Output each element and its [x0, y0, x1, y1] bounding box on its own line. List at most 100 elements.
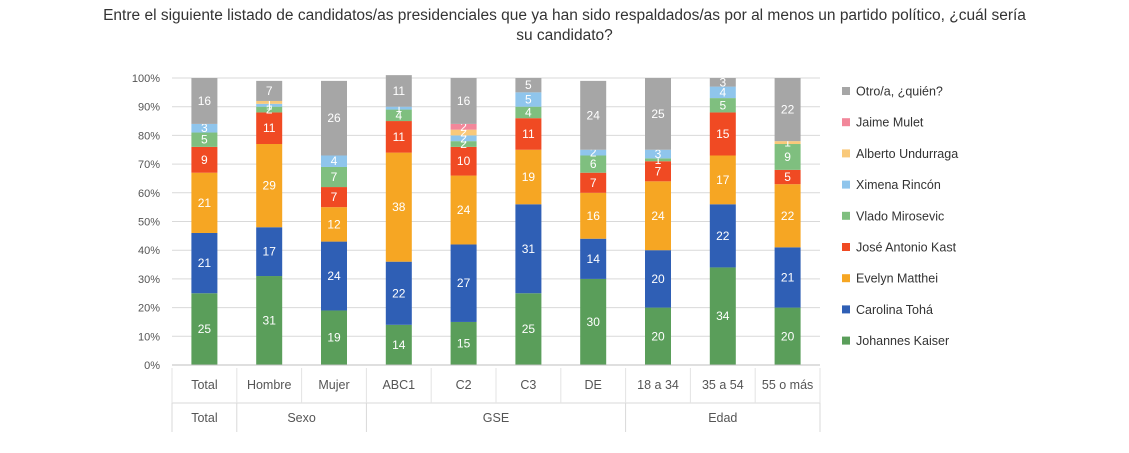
data-label: 9 — [201, 153, 208, 167]
data-label: 31 — [263, 314, 277, 328]
data-label: 7 — [331, 170, 338, 184]
bar-segment — [256, 103, 283, 107]
bar-segment — [580, 238, 607, 279]
data-label: 4 — [719, 85, 726, 99]
bar-segment — [774, 169, 801, 185]
group-label: Total — [191, 411, 217, 425]
data-label: 17 — [716, 173, 730, 187]
data-label: 21 — [198, 196, 212, 210]
data-label: 2 — [460, 126, 467, 140]
y-axis-ticks: 0% 10% 20% 30% 40% 50% 60% 70% 80% 90% 100% — [132, 73, 160, 372]
bar-segment — [385, 152, 412, 262]
bar-segment — [321, 241, 347, 311]
data-label: 7 — [331, 190, 338, 204]
bar-segment — [450, 135, 477, 142]
y-tick-label: 70% — [138, 159, 160, 171]
bar-segment — [256, 276, 283, 365]
bar-segment — [515, 118, 542, 150]
bar-segment — [385, 75, 412, 107]
legend-swatch — [842, 274, 850, 283]
data-label: 1 — [266, 95, 273, 109]
data-label: 11 — [393, 84, 406, 98]
data-label: 22 — [392, 286, 406, 300]
bar-segment — [191, 172, 218, 233]
bar-segment — [515, 149, 542, 205]
bar-segment — [321, 80, 347, 156]
bar-segment — [709, 112, 736, 156]
bar-segment — [580, 149, 607, 156]
data-label: 16 — [457, 94, 471, 108]
data-label: 24 — [457, 203, 471, 217]
data-label: 34 — [716, 309, 730, 323]
legend-label: Johannes Kaiser — [856, 334, 949, 348]
legend-label: Carolina Tohá — [856, 303, 933, 317]
bar-segment — [515, 78, 542, 93]
bar-segment — [645, 181, 671, 251]
bar-segment — [645, 158, 671, 162]
y-tick-label: 10% — [138, 331, 160, 343]
data-label: 7 — [266, 84, 273, 98]
legend-label: Evelyn Matthei — [856, 272, 938, 286]
bar-segment — [256, 100, 283, 104]
bar-segment — [321, 166, 347, 188]
bar-segment — [256, 144, 283, 228]
legend-swatch — [842, 305, 850, 314]
legend-swatch — [842, 336, 850, 345]
bar-segment — [256, 112, 283, 145]
data-label: 4 — [525, 105, 532, 119]
legend-label: José Antonio Kast — [856, 241, 957, 255]
chart-title: Entre el siguiente listado de candidatos… — [103, 7, 1026, 44]
data-label: 16 — [198, 94, 212, 108]
bar-segment — [450, 321, 477, 365]
bar-segment — [321, 207, 347, 242]
bar-segment — [709, 86, 736, 99]
data-label: 22 — [716, 229, 730, 243]
bar-segment — [774, 247, 801, 308]
category-label: DE — [585, 378, 602, 392]
data-label: 11 — [393, 130, 406, 144]
bar-segment — [385, 324, 412, 365]
bar-segment — [515, 293, 542, 365]
bar-segment — [774, 78, 801, 142]
data-label: 38 — [392, 200, 406, 214]
bar-segment — [580, 155, 607, 173]
legend-swatch — [842, 149, 850, 158]
data-label: 1 — [395, 101, 402, 115]
legend-label: Ximena Rincón — [856, 178, 941, 192]
legend-label: Otro/a, ¿quién? — [856, 85, 943, 99]
bar-segment — [450, 146, 477, 176]
group-label: Sexo — [287, 411, 316, 425]
bar-segment — [191, 146, 218, 173]
bar-segment — [191, 123, 218, 133]
group-label: GSE — [483, 411, 509, 425]
data-label: 3 — [201, 121, 208, 135]
data-label: 16 — [587, 209, 601, 223]
data-label: 1 — [655, 153, 662, 167]
legend-swatch — [842, 118, 850, 127]
bar-segment — [580, 80, 607, 150]
y-tick-label: 20% — [138, 303, 160, 315]
data-label: 10 — [457, 154, 471, 168]
data-label: 4 — [331, 154, 338, 168]
bar-segment — [321, 187, 347, 208]
data-label: 14 — [392, 338, 406, 352]
bar-segment — [450, 244, 477, 322]
legend-swatch — [842, 243, 850, 251]
data-label: 24 — [651, 209, 665, 223]
data-label: 20 — [781, 329, 795, 343]
bar-segment — [191, 78, 218, 124]
bar-segment — [645, 161, 671, 182]
bar-segment — [385, 106, 412, 110]
data-label: 29 — [263, 179, 277, 193]
category-label: Hombre — [247, 378, 292, 392]
data-label: 7 — [655, 164, 662, 178]
data-label: 27 — [457, 276, 471, 290]
bar-segment — [321, 310, 347, 365]
bar-segment — [645, 307, 671, 365]
data-label: 21 — [198, 256, 212, 270]
bar-segment — [450, 78, 477, 124]
bar-segment — [580, 192, 607, 239]
bar-segment — [515, 92, 542, 107]
bar-segment — [774, 184, 801, 248]
